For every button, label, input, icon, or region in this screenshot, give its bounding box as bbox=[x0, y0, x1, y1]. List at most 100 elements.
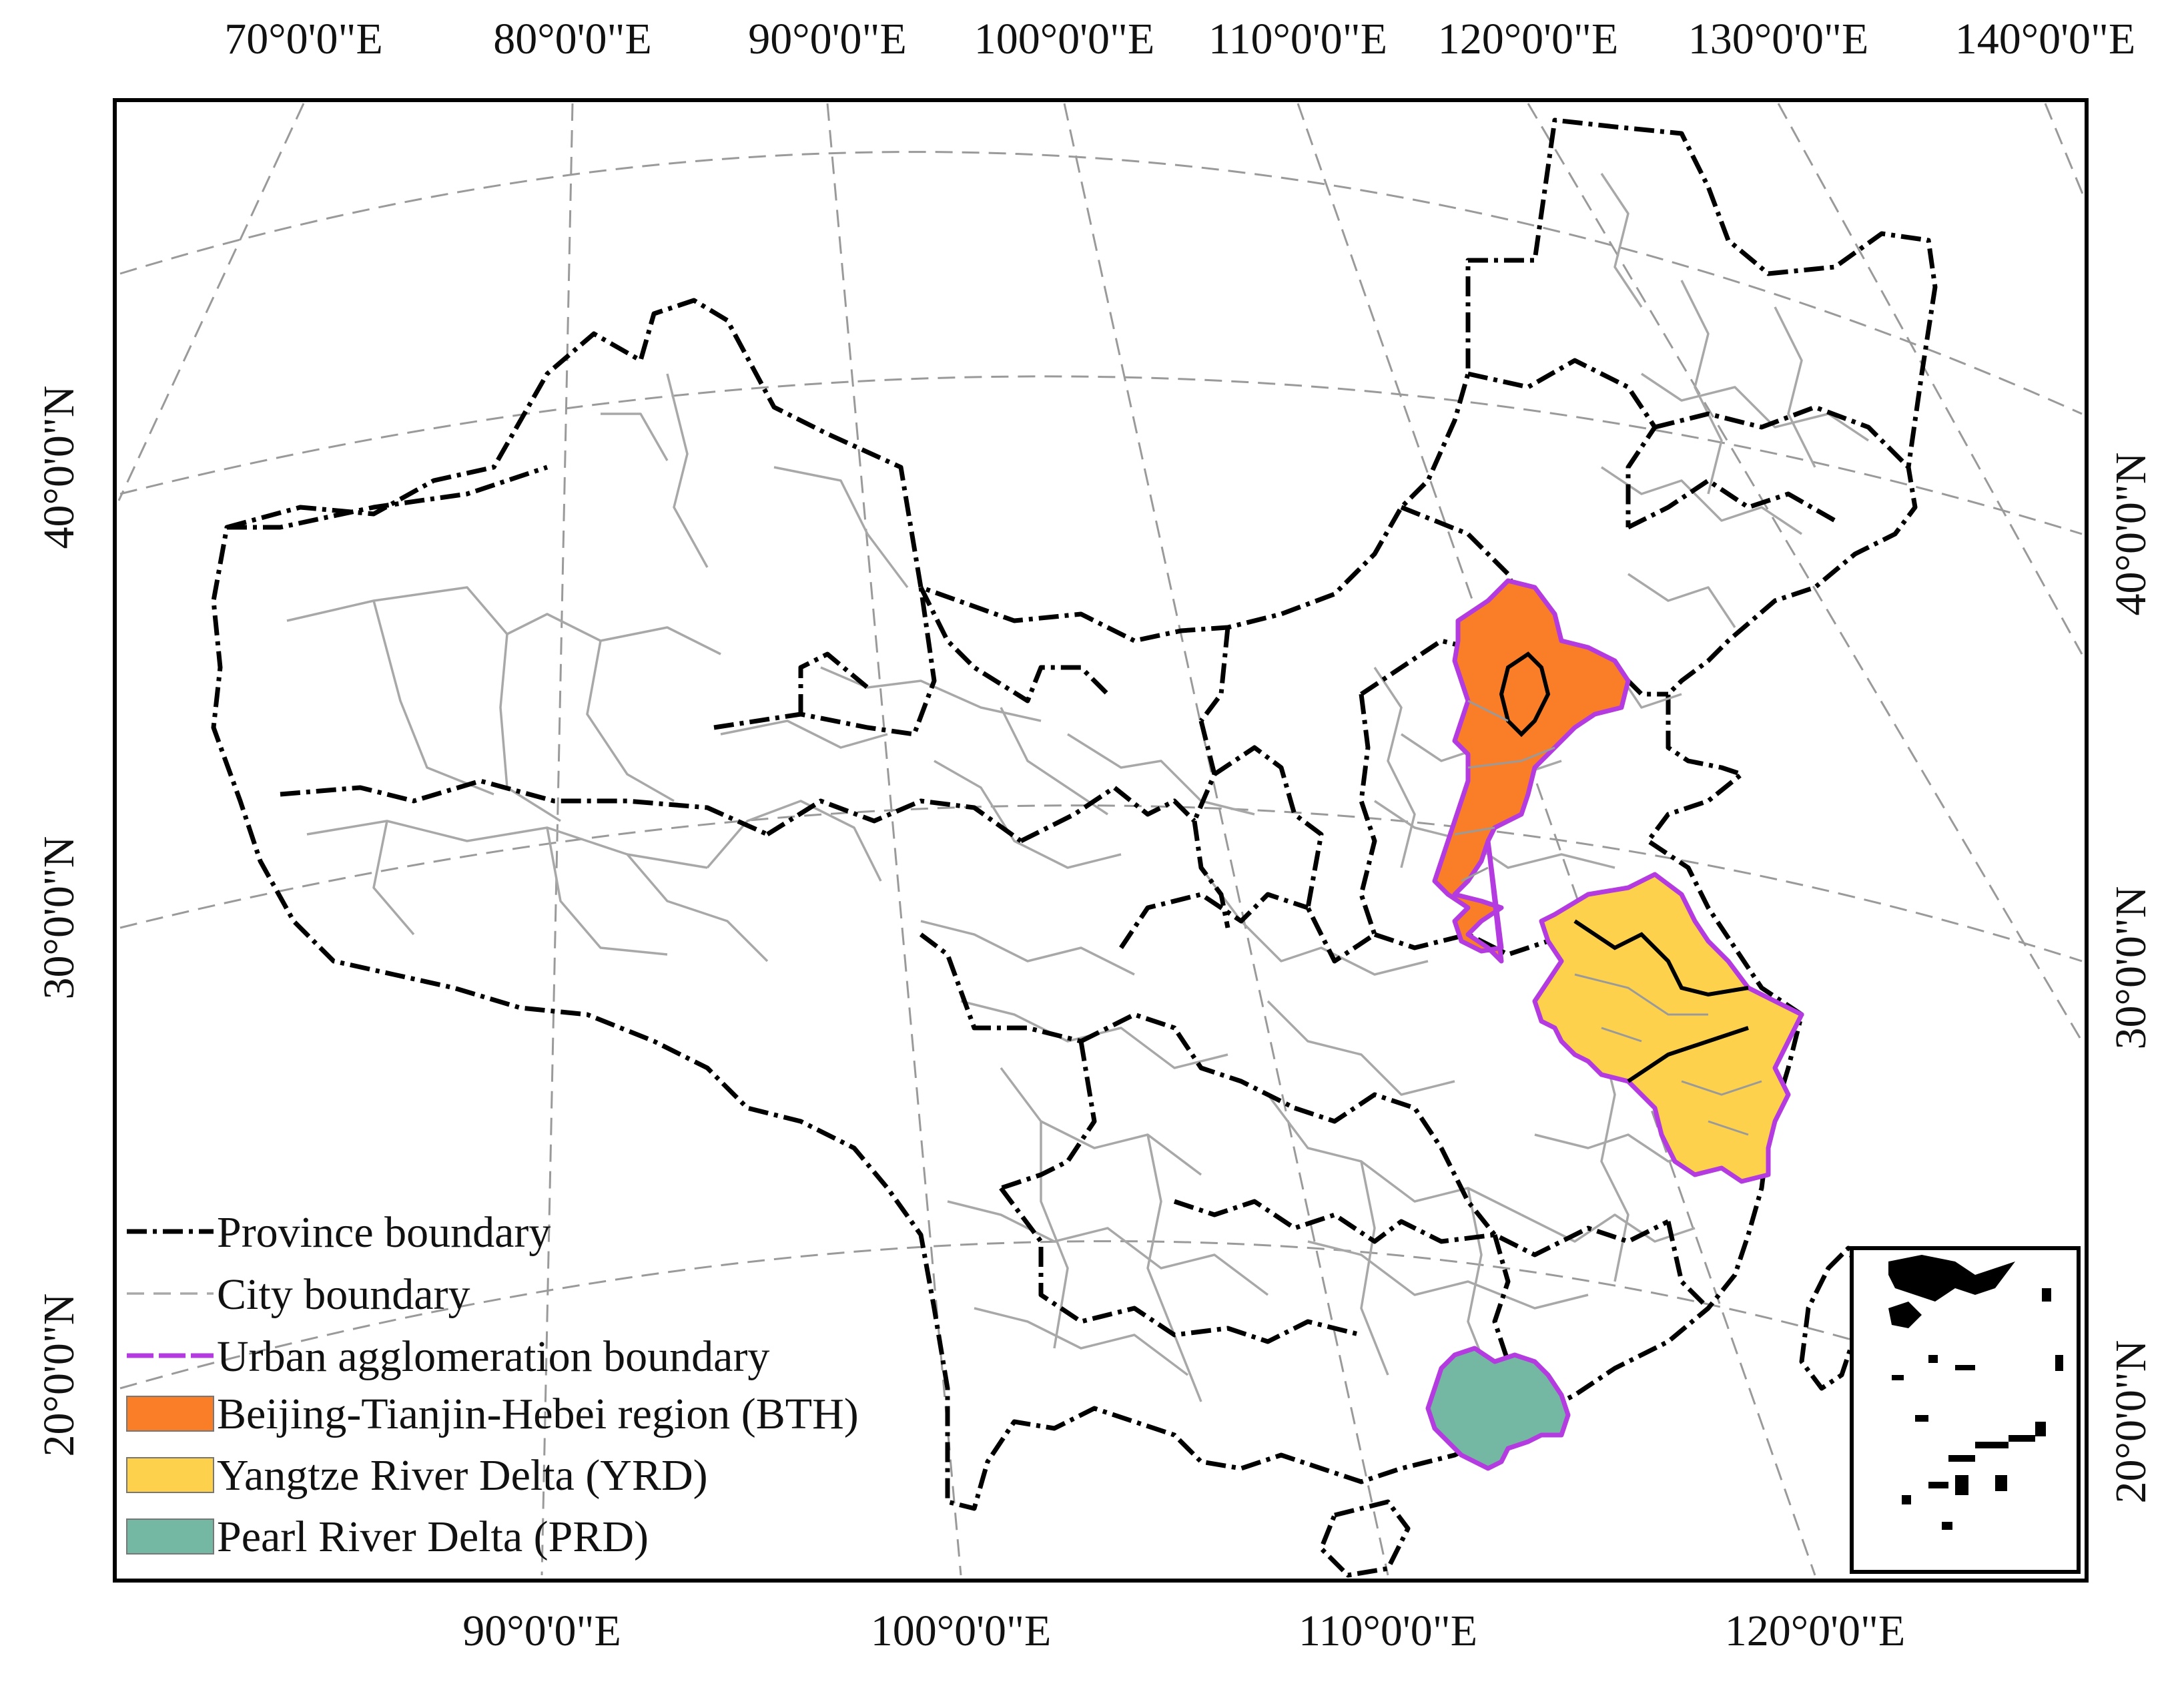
province-boundary bbox=[1020, 785, 1196, 844]
province-boundary bbox=[1467, 358, 1658, 527]
city-boundary bbox=[586, 640, 675, 802]
province-boundary bbox=[1119, 892, 1309, 949]
hainan-island bbox=[1319, 1499, 1411, 1578]
legend-item-bth: Beijing-Tianjin-Hebei region (BTH) bbox=[126, 1390, 859, 1438]
city-boundary bbox=[1774, 306, 1816, 468]
city-boundary bbox=[306, 820, 708, 869]
province-boundary bbox=[1080, 1012, 1296, 1111]
bth-internal-city-boundary bbox=[1454, 699, 1555, 882]
province-boundary bbox=[766, 798, 1023, 843]
city-boundary bbox=[974, 1307, 1189, 1376]
city-boundary bbox=[286, 586, 721, 655]
top-longitude-label: 110°0'0"E bbox=[1208, 15, 1387, 63]
city-boundary bbox=[1266, 1000, 1455, 1096]
city-boundary bbox=[546, 827, 668, 956]
city-boundary bbox=[1307, 1240, 1589, 1310]
legend-label-yrd: Yangtze River Delta (YRD) bbox=[217, 1451, 708, 1500]
legend-item-prd: Pearl River Delta (PRD) bbox=[126, 1512, 649, 1561]
bth-region bbox=[1432, 578, 1631, 964]
city-boundary bbox=[1373, 667, 1416, 868]
city-boundary bbox=[1600, 173, 1643, 308]
bth-internal-province-boundary bbox=[1499, 651, 1551, 738]
left-latitude-label: 30°0'0"N bbox=[35, 836, 83, 1000]
province-boundary bbox=[713, 587, 937, 737]
top-longitude-label: 90°0'0"E bbox=[748, 15, 907, 63]
top-longitude-label: 140°0'0"E bbox=[1955, 15, 2136, 63]
city-boundary bbox=[947, 1200, 1269, 1296]
inset-island-hainan bbox=[1888, 1302, 1922, 1328]
city-boundary bbox=[920, 920, 1135, 976]
left-latitude-labels: 40°0'0"N 30°0'0"N 20°0'0"N bbox=[35, 386, 83, 1457]
inset-coastline bbox=[1888, 1255, 2015, 1302]
city-boundary bbox=[706, 800, 882, 882]
yrd-internal-province-boundary bbox=[1573, 919, 1749, 1083]
graticule-parallel bbox=[119, 1240, 2083, 1416]
province-boundary bbox=[919, 932, 1082, 1044]
province-boundary bbox=[1305, 693, 1377, 964]
top-longitude-label: 70°0'0"E bbox=[224, 15, 383, 63]
legend-item-yrd: Yangtze River Delta (YRD) bbox=[126, 1451, 708, 1500]
province-boundary bbox=[1000, 1041, 1097, 1191]
city-boundary bbox=[820, 666, 1042, 722]
city-boundary bbox=[372, 820, 415, 936]
province-boundary bbox=[1627, 478, 1836, 530]
city-boundary bbox=[626, 853, 769, 962]
bottom-longitude-labels: 90°0'0"E 100°0'0"E 110°0'0"E 120°0'0"E bbox=[462, 1607, 1905, 1655]
city-boundary bbox=[934, 760, 1122, 869]
graticule-parallel bbox=[119, 151, 2083, 415]
city-boundary bbox=[1521, 1213, 1696, 1243]
yrd-region bbox=[1532, 872, 1804, 1184]
graticule-meridian bbox=[2044, 103, 2087, 201]
province-boundary bbox=[1293, 1092, 1443, 1149]
bottom-longitude-label: 110°0'0"E bbox=[1299, 1607, 1477, 1655]
graticule-meridian bbox=[1527, 103, 2083, 1042]
top-longitude-label: 120°0'0"E bbox=[1438, 15, 1619, 63]
legend-label-city: City boundary bbox=[217, 1270, 470, 1319]
legend-swatch-yrd bbox=[126, 1457, 214, 1493]
legend-label-province: Province boundary bbox=[217, 1208, 551, 1257]
province-boundary bbox=[1373, 932, 1549, 957]
graticule-meridian bbox=[540, 103, 574, 1576]
city-boundary bbox=[1067, 733, 1255, 816]
city-boundary bbox=[1680, 280, 1723, 495]
legend-item-urban-agglomeration: Urban agglomeration boundary bbox=[127, 1332, 769, 1381]
legend-label-bth: Beijing-Tianjin-Hebei region (BTH) bbox=[217, 1390, 859, 1438]
city-boundary bbox=[1641, 372, 1869, 442]
graticule-meridian bbox=[1777, 103, 2083, 655]
graticule-parallel bbox=[119, 375, 2083, 535]
legend-label-urban-agglomeration: Urban agglomeration boundary bbox=[217, 1332, 769, 1381]
bottom-longitude-label: 120°0'0"E bbox=[1725, 1607, 1906, 1655]
city-boundary bbox=[1266, 1093, 1522, 1216]
city-boundary bbox=[372, 600, 494, 796]
province-boundary bbox=[227, 465, 549, 530]
province-boundary bbox=[280, 778, 769, 837]
city-boundary bbox=[601, 412, 669, 461]
city-boundary bbox=[1146, 1134, 1202, 1402]
top-longitude-label: 80°0'0"E bbox=[493, 15, 652, 63]
province-boundary bbox=[1654, 404, 1910, 469]
legend: Province boundary City boundary Urban ag… bbox=[126, 1208, 859, 1561]
urban-agglomerations bbox=[1425, 578, 1804, 1471]
bottom-longitude-label: 90°0'0"E bbox=[462, 1607, 621, 1655]
province-boundary bbox=[1439, 1147, 1670, 1257]
province-boundary bbox=[999, 1186, 1362, 1344]
left-latitude-label: 40°0'0"N bbox=[35, 386, 83, 549]
city-boundary bbox=[773, 466, 909, 589]
province-boundary bbox=[918, 586, 1110, 704]
right-latitude-label: 30°0'0"N bbox=[2107, 886, 2155, 1050]
province-boundary bbox=[1199, 627, 1230, 723]
right-latitude-labels: 40°0'0"N 30°0'0"N 20°0'0"N bbox=[2107, 453, 2155, 1504]
graticule-meridian bbox=[826, 103, 962, 1576]
legend-swatch-bth bbox=[126, 1396, 214, 1432]
bottom-longitude-label: 100°0'0"E bbox=[871, 1607, 1052, 1655]
city-boundary bbox=[720, 720, 888, 749]
left-latitude-label: 20°0'0"N bbox=[35, 1294, 83, 1457]
city-boundary bbox=[1601, 466, 1802, 535]
top-longitude-label: 100°0'0"E bbox=[974, 15, 1155, 63]
city-boundary bbox=[499, 633, 561, 822]
city-boundary bbox=[1200, 866, 1429, 976]
inset-frame bbox=[1850, 1246, 2081, 1574]
province-boundary bbox=[1400, 505, 1537, 642]
right-latitude-label: 20°0'0"N bbox=[2107, 1340, 2155, 1504]
